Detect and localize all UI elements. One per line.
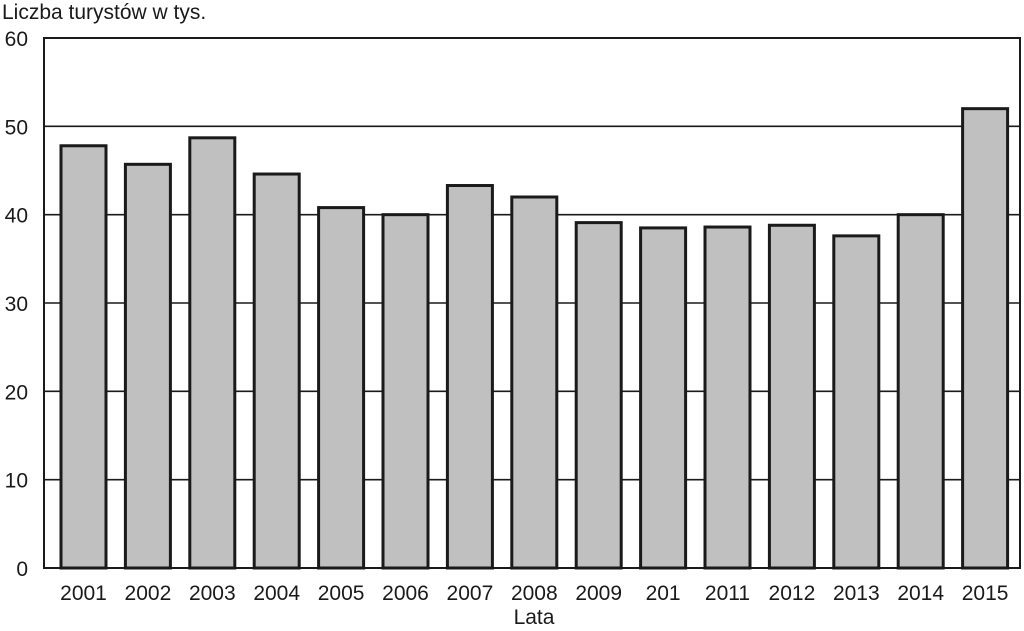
y-tick-labels: 0 10 20 30 40 50 60 xyxy=(5,28,28,581)
x-tick-label: 2009 xyxy=(575,582,622,605)
x-tick-labels: 2001 2002 2003 2004 2005 2006 2007 2008 2009 201 2… xyxy=(60,582,1008,605)
bar-2002 xyxy=(123,162,172,570)
y-tick-label: 50 xyxy=(5,116,28,139)
x-axis-title: Lata xyxy=(514,606,555,626)
bar-2004 xyxy=(252,172,301,570)
y-axis-title: Liczba turystów w tys. xyxy=(2,1,206,24)
x-tick-label: 2013 xyxy=(833,582,880,605)
x-tick-label: 2007 xyxy=(447,582,494,605)
x-tick-label: 2014 xyxy=(897,582,944,605)
x-tick-label: 2002 xyxy=(125,582,172,605)
bars xyxy=(59,107,1010,570)
y-tick-label: 60 xyxy=(5,28,28,51)
bar-2003 xyxy=(188,136,237,570)
bar-2015 xyxy=(961,107,1010,570)
x-tick-label: 2011 xyxy=(705,582,750,605)
x-tick-label: 2003 xyxy=(189,582,236,605)
bar-2011 xyxy=(703,225,752,570)
bar-2013 xyxy=(832,234,881,570)
x-tick-label: 2004 xyxy=(253,582,300,605)
y-tick-label: 10 xyxy=(5,470,28,493)
x-tick-label: 2001 xyxy=(60,582,107,605)
bar-2014 xyxy=(896,213,945,570)
bar-201 xyxy=(639,226,688,570)
bar-2007 xyxy=(445,184,494,570)
y-tick-label: 40 xyxy=(5,205,28,228)
x-tick-label: 201 xyxy=(646,582,681,605)
y-tick-label: 20 xyxy=(5,381,28,404)
x-tick-label: 2015 xyxy=(962,582,1009,605)
bar-2005 xyxy=(317,206,366,570)
x-tick-label: 2005 xyxy=(318,582,365,605)
y-tick-label: 0 xyxy=(16,558,28,581)
x-tick-label: 2008 xyxy=(511,582,558,605)
bar-2008 xyxy=(510,195,559,570)
y-tick-label: 30 xyxy=(5,293,28,316)
bar-2001 xyxy=(59,144,108,570)
x-tick-label: 2006 xyxy=(382,582,429,605)
bar-2012 xyxy=(767,223,816,570)
bar-2009 xyxy=(574,221,623,570)
bar-2006 xyxy=(381,213,430,570)
x-tick-label: 2012 xyxy=(769,582,816,605)
plot-area-frame xyxy=(43,37,1021,569)
